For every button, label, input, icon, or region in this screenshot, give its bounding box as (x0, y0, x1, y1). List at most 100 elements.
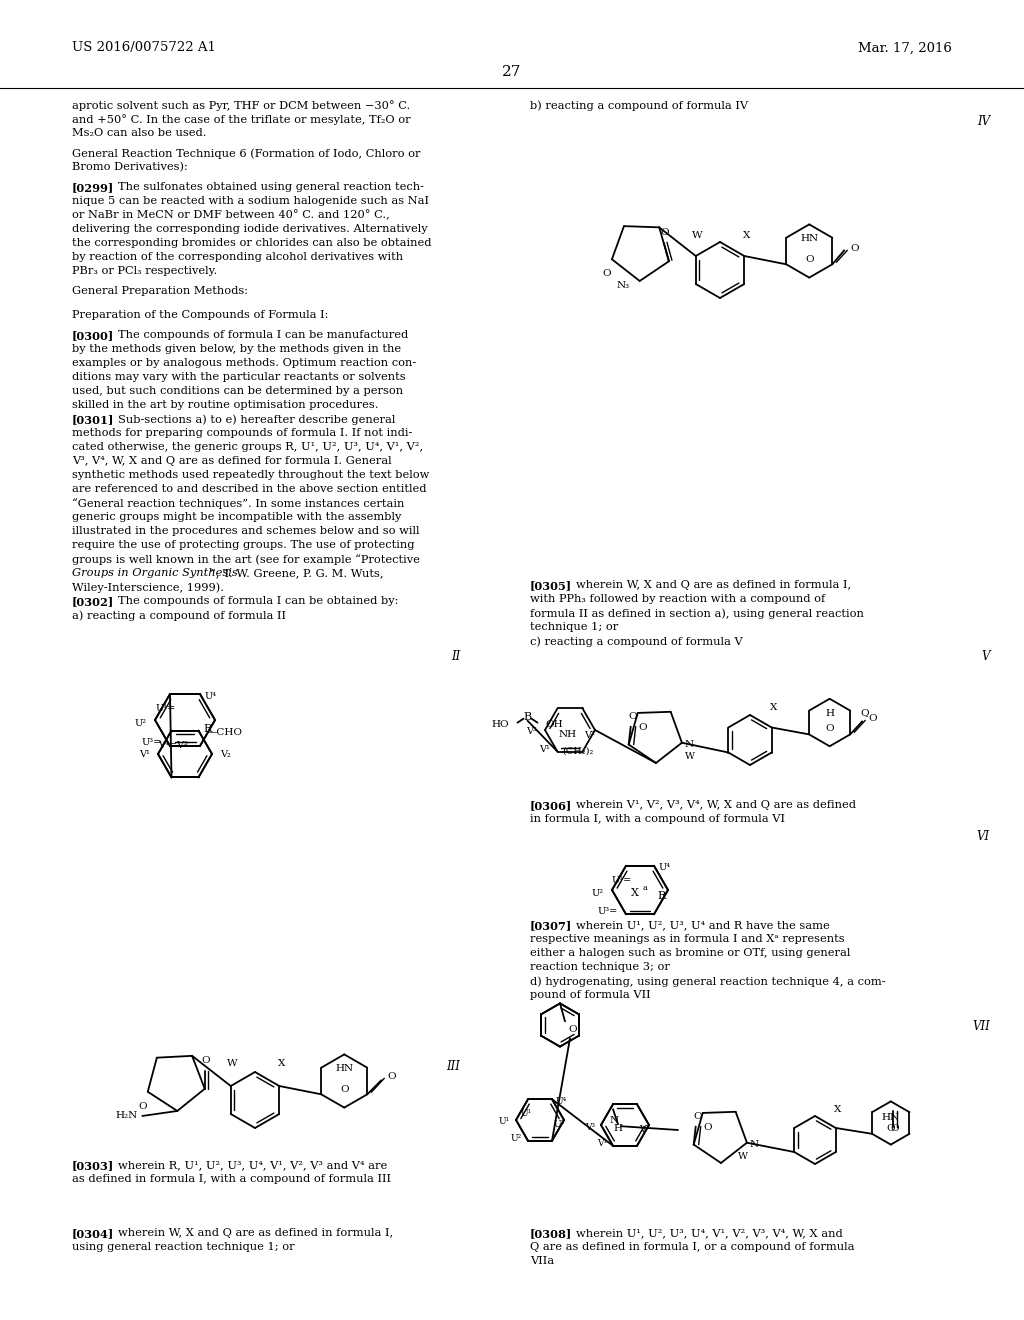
Text: generic groups might be incompatible with the assembly: generic groups might be incompatible wit… (72, 512, 401, 521)
Text: H₂N: H₂N (115, 1111, 137, 1121)
Text: require the use of protecting groups. The use of protecting: require the use of protecting groups. Th… (72, 540, 415, 550)
Text: General Preparation Methods:: General Preparation Methods: (72, 286, 248, 296)
Text: Q: Q (860, 708, 868, 717)
Text: X: X (770, 702, 777, 711)
Text: W: W (692, 231, 703, 240)
Text: [0299]: [0299] (72, 182, 115, 193)
Text: methods for preparing compounds of formula I. If not indi-: methods for preparing compounds of formu… (72, 428, 413, 438)
Text: X: X (835, 1105, 842, 1114)
Text: skilled in the art by routine optimisation procedures.: skilled in the art by routine optimisati… (72, 400, 379, 411)
Text: [0308]: [0308] (530, 1228, 572, 1239)
Text: IV: IV (977, 115, 990, 128)
Text: OH: OH (546, 721, 563, 729)
Text: with PPh₃ followed by reaction with a compound of: with PPh₃ followed by reaction with a co… (530, 594, 825, 605)
Text: U¹: U¹ (499, 1118, 510, 1126)
Text: aprotic solvent such as Pyr, THF or DCM between −30° C.: aprotic solvent such as Pyr, THF or DCM … (72, 100, 411, 111)
Text: N: N (750, 1140, 759, 1150)
Text: NH: NH (558, 730, 577, 739)
Text: in formula I, with a compound of formula VI: in formula I, with a compound of formula… (530, 814, 785, 824)
Text: O: O (825, 725, 834, 733)
Text: U⁴: U⁴ (556, 1097, 567, 1106)
Text: [0302]: [0302] (72, 597, 115, 607)
Text: pound of formula VII: pound of formula VII (530, 990, 650, 1001)
Text: “General reaction techniques”. In some instances certain: “General reaction techniques”. In some i… (72, 498, 404, 508)
Text: (CH₂)₂: (CH₂)₂ (562, 746, 593, 755)
Text: and +50° C. In the case of the triflate or mesylate, Tf₂O or: and +50° C. In the case of the triflate … (72, 114, 411, 125)
Text: Ms₂O can also be used.: Ms₂O can also be used. (72, 128, 207, 139)
Text: Sub-sections a) to e) hereafter describe general: Sub-sections a) to e) hereafter describe… (118, 414, 395, 425)
Text: [0303]: [0303] (72, 1160, 115, 1171)
Text: V¹: V¹ (139, 750, 150, 759)
Text: Bromo Derivatives):: Bromo Derivatives): (72, 162, 187, 173)
Text: by reaction of the corresponding alcohol derivatives with: by reaction of the corresponding alcohol… (72, 252, 403, 261)
Text: VIIa: VIIa (530, 1257, 554, 1266)
Text: The sulfonates obtained using general reaction tech-: The sulfonates obtained using general re… (118, 182, 424, 191)
Text: wherein U¹, U², U³, U⁴ and R have the same: wherein U¹, U², U³, U⁴ and R have the sa… (575, 920, 829, 931)
Text: W: W (738, 1152, 748, 1162)
Text: PBr₃ or PCl₃ respectively.: PBr₃ or PCl₃ respectively. (72, 267, 217, 276)
Text: X: X (742, 231, 750, 240)
Text: formula II as defined in section a), using general reaction: formula II as defined in section a), usi… (530, 609, 864, 619)
Text: U¹=: U¹= (156, 704, 176, 713)
Text: X: X (631, 888, 639, 898)
Text: d) hydrogenating, using general reaction technique 4, a com-: d) hydrogenating, using general reaction… (530, 975, 886, 986)
Text: synthetic methods used repeatedly throughout the text below: synthetic methods used repeatedly throug… (72, 470, 429, 480)
Text: The compounds of formula I can be obtained by:: The compounds of formula I can be obtain… (118, 597, 398, 606)
Text: V³: V³ (585, 1122, 595, 1131)
Text: Q are as defined in formula I, or a compound of formula: Q are as defined in formula I, or a comp… (530, 1242, 854, 1251)
Text: O: O (693, 1111, 702, 1121)
Text: U²: U² (592, 888, 604, 898)
Text: delivering the corresponding iodide derivatives. Alternatively: delivering the corresponding iodide deri… (72, 224, 428, 234)
Text: [0305]: [0305] (530, 579, 572, 591)
Text: V¹: V¹ (539, 746, 550, 754)
Text: —CHO: —CHO (207, 729, 243, 737)
Text: illustrated in the procedures and schemes below and so will: illustrated in the procedures and scheme… (72, 525, 420, 536)
Text: HO: HO (492, 721, 510, 729)
Text: O: O (340, 1085, 348, 1093)
Text: using general reaction technique 1; or: using general reaction technique 1; or (72, 1242, 295, 1251)
Text: U¹: U¹ (520, 1109, 531, 1118)
Text: O: O (602, 269, 611, 279)
Text: II: II (451, 649, 460, 663)
Text: ”, T. W. Greene, P. G. M. Wuts,: ”, T. W. Greene, P. G. M. Wuts, (210, 568, 384, 578)
Text: c) reacting a compound of formula V: c) reacting a compound of formula V (530, 636, 742, 647)
Text: O: O (850, 244, 859, 253)
Text: are referenced to and described in the above section entitled: are referenced to and described in the a… (72, 484, 427, 494)
Text: O: O (891, 1125, 899, 1134)
Text: O: O (138, 1102, 147, 1110)
Text: ditions may vary with the particular reactants or solvents: ditions may vary with the particular rea… (72, 372, 406, 381)
Text: U¹=: U¹= (612, 875, 632, 884)
Text: N: N (685, 741, 694, 750)
Text: V₂: V₂ (220, 750, 230, 759)
Text: O: O (805, 255, 813, 264)
Text: V³, V⁴, W, X and Q are as defined for formula I. General: V³, V⁴, W, X and Q are as defined for fo… (72, 455, 391, 466)
Text: V²: V² (585, 731, 595, 739)
Text: a) reacting a compound of formula II: a) reacting a compound of formula II (72, 610, 286, 620)
Text: U³=: U³= (598, 907, 618, 916)
Text: The compounds of formula I can be manufactured: The compounds of formula I can be manufa… (118, 330, 409, 341)
Text: O: O (703, 1123, 712, 1133)
Text: or NaBr in MeCN or DMF between 40° C. and 120° C.,: or NaBr in MeCN or DMF between 40° C. an… (72, 210, 390, 220)
Text: [0306]: [0306] (530, 800, 572, 810)
Text: HN: HN (882, 1113, 900, 1122)
Text: O: O (568, 1024, 577, 1034)
Text: wherein R, U¹, U², U³, U⁴, V¹, V², V³ and V⁴ are: wherein R, U¹, U², U³, U⁴, V¹, V², V³ an… (118, 1160, 387, 1170)
Text: H: H (613, 1125, 623, 1133)
Text: as defined in formula I, with a compound of formula III: as defined in formula I, with a compound… (72, 1173, 391, 1184)
Text: III: III (446, 1060, 460, 1073)
Text: Mar. 17, 2016: Mar. 17, 2016 (858, 41, 952, 54)
Text: O: O (660, 228, 670, 238)
Text: U²: U² (135, 718, 147, 727)
Text: O: O (887, 1123, 895, 1133)
Text: used, but such conditions can be determined by a person: used, but such conditions can be determi… (72, 385, 403, 396)
Text: Groups in Organic Synthesis: Groups in Organic Synthesis (72, 568, 238, 578)
Text: [0304]: [0304] (72, 1228, 115, 1239)
Text: VI: VI (977, 830, 990, 843)
Text: technique 1; or: technique 1; or (530, 622, 618, 632)
Text: U³=: U³= (141, 738, 162, 747)
Text: b) reacting a compound of formula IV: b) reacting a compound of formula IV (530, 100, 749, 111)
Text: V²: V² (639, 1125, 649, 1134)
Text: W: W (685, 752, 695, 762)
Text: US 2016/0075722 A1: US 2016/0075722 A1 (72, 41, 216, 54)
Text: examples or by analogous methods. Optimum reaction con-: examples or by analogous methods. Optimu… (72, 358, 416, 368)
